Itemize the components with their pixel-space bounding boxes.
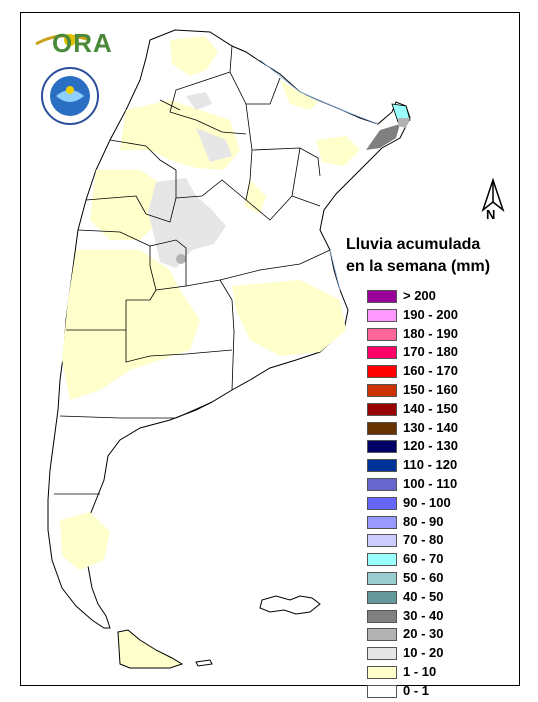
legend-swatch — [367, 590, 397, 604]
legend-item: 80 - 90 — [367, 513, 507, 533]
legend-swatch — [367, 572, 397, 585]
legend-swatch — [367, 496, 397, 510]
legend-item: 170 - 180 — [367, 343, 507, 363]
legend-label: 40 - 50 — [403, 588, 444, 604]
legend-swatch — [367, 553, 397, 567]
legend-item: 120 - 130 — [367, 437, 507, 457]
isla-estados — [195, 659, 213, 667]
legend-item: 180 - 190 — [367, 325, 507, 345]
ora-logo-icon — [35, 34, 91, 46]
legend-item: 110 - 120 — [367, 456, 507, 476]
legend-swatch — [367, 609, 397, 623]
misiones-gray-dark — [366, 124, 400, 150]
ora-logo-text: ORA — [52, 28, 113, 58]
malvinas-islands — [259, 595, 321, 615]
legend-label: 0 - 1 — [403, 682, 430, 698]
legend-label: 80 - 90 — [403, 513, 444, 529]
rain-1-10-areas — [60, 36, 360, 570]
legend-swatch — [367, 515, 397, 529]
legend-item: 0 - 1 — [367, 682, 507, 702]
legend-swatch — [367, 384, 397, 397]
legend-swatch — [367, 666, 397, 679]
misiones-gray-mid — [398, 118, 410, 128]
legend-swatch — [367, 402, 397, 416]
legend-swatch — [367, 421, 397, 435]
north-label: N — [486, 207, 496, 222]
legend-swatch — [367, 327, 397, 341]
legend-label: 120 - 130 — [403, 438, 458, 454]
legend-item: 130 - 140 — [367, 419, 507, 439]
legend-label: 1 - 10 — [403, 664, 437, 679]
legend-label: 180 - 190 — [403, 325, 458, 341]
legend-label: 160 - 170 — [403, 363, 458, 379]
legend-label: 50 - 60 — [403, 570, 444, 585]
legend-item: > 200 — [367, 287, 507, 307]
legend-item: 70 - 80 — [367, 531, 507, 551]
legend-item: 90 - 100 — [367, 494, 507, 514]
legend-swatch — [367, 628, 397, 642]
rivers — [259, 59, 379, 291]
legend-label: 190 - 200 — [403, 306, 458, 322]
legend-label: 70 - 80 — [403, 532, 444, 548]
legend-item: 20 - 30 — [367, 625, 507, 645]
tierra-del-fuego — [117, 629, 184, 669]
legend-label: 20 - 30 — [403, 626, 444, 642]
legend-label: 60 - 70 — [403, 551, 444, 567]
misiones-cyan — [391, 103, 411, 123]
legend-item: 1 - 10 — [367, 663, 507, 683]
legend-label: 110 - 120 — [403, 457, 458, 473]
legend-swatch — [367, 290, 397, 303]
province-borders — [54, 45, 331, 495]
legend-label: 170 - 180 — [403, 344, 458, 360]
legend-swatch — [367, 308, 397, 322]
legend-label: 130 - 140 — [403, 419, 458, 435]
legend-label: 100 - 110 — [403, 476, 458, 491]
legend-item: 190 - 200 — [367, 306, 507, 326]
rain-10-20-areas — [148, 92, 232, 268]
legend-label: 10 - 20 — [403, 645, 444, 661]
legend-swatch — [367, 365, 397, 379]
title-line-2: en la semana (mm) — [346, 258, 491, 275]
legend-label: > 200 — [403, 288, 436, 303]
title-line-1: Lluvia acumulada — [346, 236, 481, 253]
legend-item: 30 - 40 — [367, 607, 507, 627]
legend-swatch — [367, 534, 397, 548]
legend-swatch — [367, 478, 397, 491]
legend-item: 40 - 50 — [367, 588, 507, 608]
smn-logo-icon — [41, 67, 99, 125]
legend-item: 50 - 60 — [367, 569, 507, 589]
legend-item: 60 - 70 — [367, 550, 507, 570]
legend-item: 10 - 20 — [367, 644, 507, 664]
legend-item: 100 - 110 — [367, 475, 507, 495]
legend-label: 90 - 100 — [403, 494, 451, 510]
legend-item: 150 - 160 — [367, 381, 507, 401]
legend-swatch — [367, 346, 397, 360]
legend-item: 140 - 150 — [367, 400, 507, 420]
legend-label: 140 - 150 — [403, 400, 458, 416]
legend-swatch — [367, 440, 397, 454]
legend-label: 150 - 160 — [403, 382, 458, 397]
legend-swatch — [367, 647, 397, 661]
legend-swatch — [367, 459, 397, 473]
north-arrow — [481, 177, 505, 213]
rain-20-30-spot — [176, 254, 186, 264]
legend-item: 160 - 170 — [367, 362, 507, 382]
legend-label: 30 - 40 — [403, 607, 444, 623]
map-title: Lluvia acumulada en la semana (mm) — [346, 234, 490, 278]
